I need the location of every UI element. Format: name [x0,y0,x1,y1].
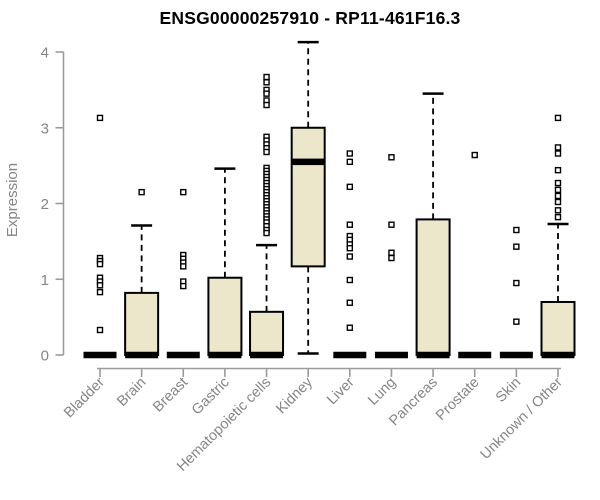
box [540,300,576,357]
y-tick-label-1: 1 [41,272,49,289]
box [249,310,285,357]
outlier-point [554,207,562,214]
x-tick-label-kidney: Kidney [273,374,316,417]
median-line [208,351,242,359]
outlier-point [554,166,562,174]
outlier-point [513,279,520,287]
outlier-point [554,150,562,157]
outlier-point [388,254,395,262]
chart-title: ENSG00000257910 - RP11-461F16.3 [159,8,461,28]
outlier-point [346,150,354,157]
outlier-point [554,192,562,200]
median-line [541,351,575,359]
y-tick-label-3: 3 [41,120,49,137]
x-tick-label-brain: Brain [114,375,149,410]
outlier-point [96,114,104,122]
y-tick-label-4: 4 [41,45,49,62]
outlier-point [346,276,354,284]
median-line [499,351,533,359]
y-tick-label-0: 0 [41,348,49,365]
outlier-point [138,188,145,196]
box-group-bladder [83,114,117,359]
x-tick-label-lung: Lung [365,375,399,409]
y-tick-label-2: 2 [41,196,49,213]
median-line [250,351,284,359]
box [207,276,243,356]
median-line [333,351,367,359]
median-line [374,351,408,359]
box-group-lung [374,154,408,359]
outlier-point [346,299,354,306]
box-group-gastric [207,167,243,359]
outlier-point [263,79,270,86]
median-line [83,351,117,359]
median-line [291,158,325,166]
y-axis: 0 1 2 3 4 [41,45,65,365]
outlier-point [263,90,270,97]
outlier-point [554,213,562,221]
outlier-point [388,249,395,256]
outlier-point [346,253,354,260]
outlier-point [263,148,270,156]
outlier-point [513,243,520,250]
x-tick-label-skin: Skin [493,375,524,406]
median-line [416,351,450,359]
box [415,218,451,356]
outlier-point [388,154,395,161]
median-line [458,351,492,359]
outlier-point [388,221,395,228]
outlier-point [346,324,354,331]
outlier-point [346,244,354,252]
box-group-breast [166,188,200,359]
box-group-hematopoietic-cells [249,73,285,359]
x-tick-label-bladder: Bladder [61,374,108,421]
x-tick-label-breast: Breast [150,375,191,416]
outlier-point [96,260,104,268]
outlier-point [180,188,187,196]
box-group-skin [499,226,533,359]
outlier-point [554,114,562,122]
outlier-point [263,73,270,81]
outlier-point [346,221,354,228]
box-group-kidney [290,40,326,355]
median-line [166,351,200,359]
box [290,126,326,268]
box-group-liver [333,150,367,359]
outlier-point [513,318,520,325]
outlier-point [513,226,520,234]
box-group-unknown-other [540,114,576,359]
outlier-point [96,282,104,289]
outlier-point [263,229,270,237]
outlier-point [554,144,562,151]
median-line [125,351,159,359]
outlier-point [96,288,104,296]
outlier-point [554,198,562,206]
x-tick-label-liver: Liver [324,374,358,408]
box-group-brain [124,188,160,359]
outlier-point [554,186,562,194]
outlier-point [180,263,187,270]
outlier-point [263,101,270,109]
box [124,291,160,357]
outlier-point [554,179,562,187]
box-group-prostate [458,151,492,359]
box-group-pancreas [415,92,451,359]
outlier-point [471,151,478,159]
outlier-point [180,282,187,290]
outlier-point [346,183,354,191]
outlier-point [346,158,354,166]
outlier-point [96,326,104,334]
x-tick-label-prostate: Prostate [433,375,482,424]
